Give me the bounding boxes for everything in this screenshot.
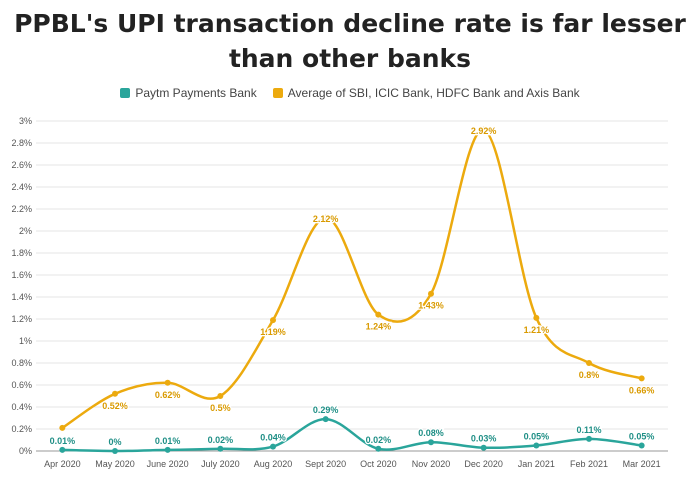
data-point-average <box>586 360 592 366</box>
data-point-paytm <box>375 445 382 452</box>
data-point-paytm <box>586 435 592 442</box>
data-label-average: 1.24% <box>366 322 392 332</box>
data-label-paytm: 0.08% <box>418 428 444 438</box>
data-label-paytm: 0.02% <box>208 435 234 445</box>
data-point-average <box>428 290 434 297</box>
data-label-average: 2.92% <box>471 126 497 136</box>
x-tick-label: June 2020 <box>147 459 189 469</box>
data-point-paytm <box>638 442 645 449</box>
y-tick-label: 1.4% <box>11 292 32 302</box>
y-tick-label: 2.2% <box>11 204 32 214</box>
data-point-average <box>112 390 118 397</box>
y-tick-label: 0.8% <box>11 358 32 368</box>
y-tick-label: 2% <box>19 226 32 236</box>
data-label-average: 0.66% <box>629 385 655 395</box>
data-label-average: 1.19% <box>260 327 286 337</box>
data-label-paytm: 0.02% <box>366 435 392 445</box>
data-point-paytm <box>59 446 66 453</box>
data-label-paytm: 0.11% <box>576 425 601 435</box>
y-tick-label: 1.2% <box>11 314 32 324</box>
x-tick-label: Feb 2021 <box>570 459 608 469</box>
data-label-paytm: 0% <box>108 437 121 447</box>
y-tick-label: 0.4% <box>11 402 32 412</box>
y-tick-label: 1.8% <box>11 248 32 258</box>
y-tick-label: 0% <box>19 446 32 456</box>
data-label-average: 0.8% <box>579 370 600 380</box>
legend-swatch-paytm <box>120 88 131 98</box>
legend-label-average: Average of SBI, ICIC Bank, HDFC Bank and… <box>287 86 580 100</box>
data-label-average: 0.62% <box>155 390 181 400</box>
data-point-average <box>59 424 66 431</box>
x-tick-label: Dec 2020 <box>464 459 503 469</box>
legend-item-paytm[interactable]: Paytm Payments Bank <box>120 86 257 100</box>
x-tick-label: Nov 2020 <box>412 459 451 469</box>
y-tick-label: 2.8% <box>11 138 32 148</box>
x-tick-label: Sept 2020 <box>305 459 346 469</box>
legend: Paytm Payments Bank Average of SBI, ICIC… <box>0 86 700 100</box>
data-label-paytm: 0.03% <box>471 434 497 444</box>
y-tick-label: 2.4% <box>11 182 32 192</box>
x-tick-label: Aug 2020 <box>254 459 293 469</box>
data-label-average: 0.52% <box>102 401 128 411</box>
x-tick-label: May 2020 <box>95 459 135 469</box>
data-point-average <box>270 317 276 324</box>
data-point-average <box>164 379 171 386</box>
x-tick-label: Apr 2020 <box>44 459 81 469</box>
legend-item-average[interactable]: Average of SBI, ICIC Bank, HDFC Bank and… <box>272 86 580 100</box>
data-point-average <box>375 311 382 318</box>
y-tick-label: 0.6% <box>11 380 32 390</box>
data-point-paytm <box>217 445 224 452</box>
data-point-paytm <box>480 444 487 451</box>
data-point-average <box>533 314 540 321</box>
data-label-paytm: 0.29% <box>313 405 339 415</box>
data-point-average <box>638 375 645 382</box>
series-line-average <box>61 128 643 429</box>
legend-label-paytm: Paytm Payments Bank <box>135 86 257 100</box>
data-label-average: 2.12% <box>313 214 339 224</box>
data-point-average <box>217 393 224 399</box>
data-label-average: 1.43% <box>418 301 444 311</box>
data-point-paytm <box>112 448 118 454</box>
x-tick-label: Mar 2021 <box>623 459 661 469</box>
data-point-average <box>322 214 329 221</box>
y-tick-label: 0.2% <box>11 424 32 434</box>
data-point-paytm <box>428 439 434 446</box>
data-label-paytm: 0.05% <box>524 432 550 442</box>
x-tick-label: July 2020 <box>201 459 240 469</box>
y-tick-label: 3% <box>19 116 32 126</box>
data-point-paytm <box>322 416 329 423</box>
x-tick-label: Oct 2020 <box>360 459 397 469</box>
y-tick-label: 2.6% <box>11 160 32 170</box>
data-point-paytm <box>270 443 276 450</box>
data-label-average: 1.21% <box>524 325 550 335</box>
legend-swatch-average <box>272 88 283 98</box>
data-label-paytm: 0.01% <box>155 436 181 446</box>
y-tick-label: 1% <box>19 336 32 346</box>
data-point-paytm <box>533 442 540 449</box>
data-label-paytm: 0.04% <box>260 433 286 443</box>
chart-title: PPBL's UPI transaction decline rate is f… <box>14 9 686 73</box>
data-label-average: 0.5% <box>210 403 231 413</box>
data-label-paytm: 0.05% <box>629 432 655 442</box>
data-point-average <box>480 126 487 133</box>
series-line-paytm <box>62 417 642 453</box>
data-label-paytm: 0.01% <box>50 436 76 446</box>
data-point-paytm <box>164 446 171 453</box>
x-tick-label: Jan 2021 <box>518 459 555 469</box>
y-tick-label: 1.6% <box>11 270 32 280</box>
